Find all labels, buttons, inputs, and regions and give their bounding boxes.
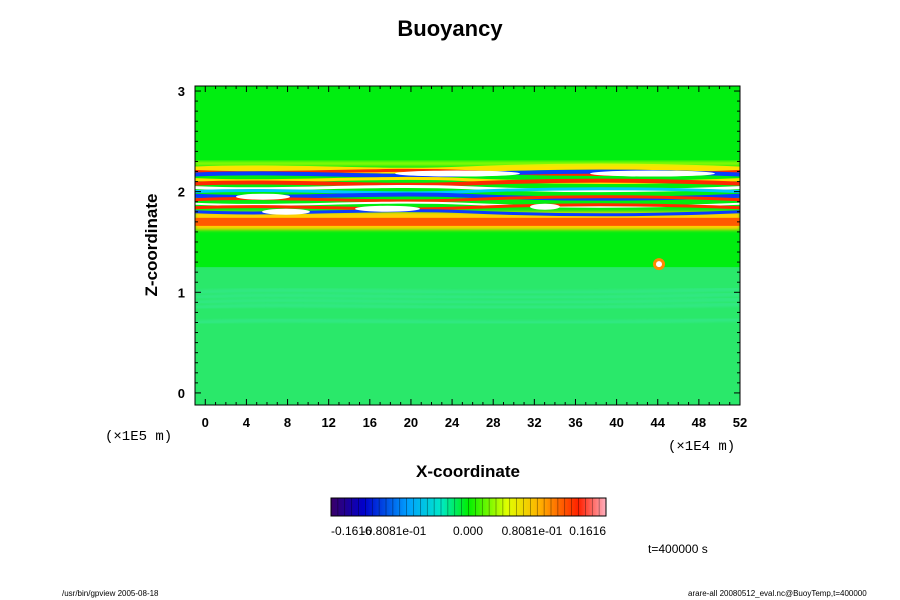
plume-core (656, 261, 662, 268)
colorbar-label: -0.1616 (331, 524, 372, 538)
x-tick-label: 24 (445, 415, 460, 430)
mixing-stripe (195, 203, 740, 211)
x-tick-label: 4 (243, 415, 251, 430)
upper-band (195, 161, 740, 166)
lower-streak (195, 288, 740, 294)
y-tick-label: 3 (178, 84, 185, 99)
x-tick-label: 8 (284, 415, 291, 430)
white-lens (395, 170, 520, 177)
plot-frame (194, 85, 741, 406)
colorbar-label: 0.000 (453, 524, 483, 538)
x-tick-label: 44 (651, 415, 666, 430)
white-lens (236, 193, 290, 200)
x-axis-title: X-coordinate (416, 462, 520, 481)
x-tick-label: 0 (202, 415, 209, 430)
x-axis: 0 4 8 12 16 20 24 28 32 36 40 44 48 52 (194, 86, 747, 430)
footer-right: arare-all 20080512_eval.nc@BuoyTemp,t=40… (688, 589, 867, 598)
y-axis-title: Z-coordinate (142, 194, 161, 297)
y-unit-label: (×1E5 m) (105, 429, 172, 445)
lower-streak (195, 293, 740, 299)
white-lens (590, 170, 715, 177)
x-tick-label: 52 (733, 415, 747, 430)
colorbar: -0.1616-0.8081e-01 0.000 0.8081e-01 0.1616 (330, 497, 607, 538)
chart-title: Buoyancy (397, 16, 503, 41)
white-lens (355, 205, 420, 212)
white-lens (262, 208, 310, 215)
mixing-stripe (195, 187, 740, 195)
y-axis: 0 1 2 3 (178, 84, 740, 401)
lower-streak (195, 303, 740, 309)
x-unit-label: (×1E4 m) (668, 439, 735, 455)
colorbar-label: 0.1616 (569, 524, 606, 538)
lower-layer (195, 267, 740, 405)
x-tick-label: 36 (568, 415, 582, 430)
x-tick-label: 32 (527, 415, 541, 430)
x-tick-label: 48 (692, 415, 706, 430)
y-tick-label: 0 (178, 386, 185, 401)
white-lens (530, 203, 560, 210)
y-tick-label: 2 (178, 185, 185, 200)
time-label: t=400000 s (648, 542, 708, 556)
heatmap-field (195, 86, 740, 405)
colorbar-label: 0.8081e-01 (502, 524, 563, 538)
footer-left: /usr/bin/gpview 2005-08-18 (62, 589, 159, 598)
x-tick-label: 28 (486, 415, 500, 430)
x-tick-label: 12 (321, 415, 335, 430)
x-tick-label: 20 (404, 415, 418, 430)
colorbar-label: -0.8081e-01 (362, 524, 427, 538)
lower-streak (195, 298, 740, 304)
x-tick-label: 40 (609, 415, 623, 430)
y-tick-label: 1 (178, 285, 185, 300)
warm-band-core (195, 217, 740, 226)
mixing-stripe (195, 163, 740, 174)
x-tick-label: 16 (363, 415, 377, 430)
lower-streak (195, 318, 740, 324)
mixing-stripe (195, 178, 740, 187)
